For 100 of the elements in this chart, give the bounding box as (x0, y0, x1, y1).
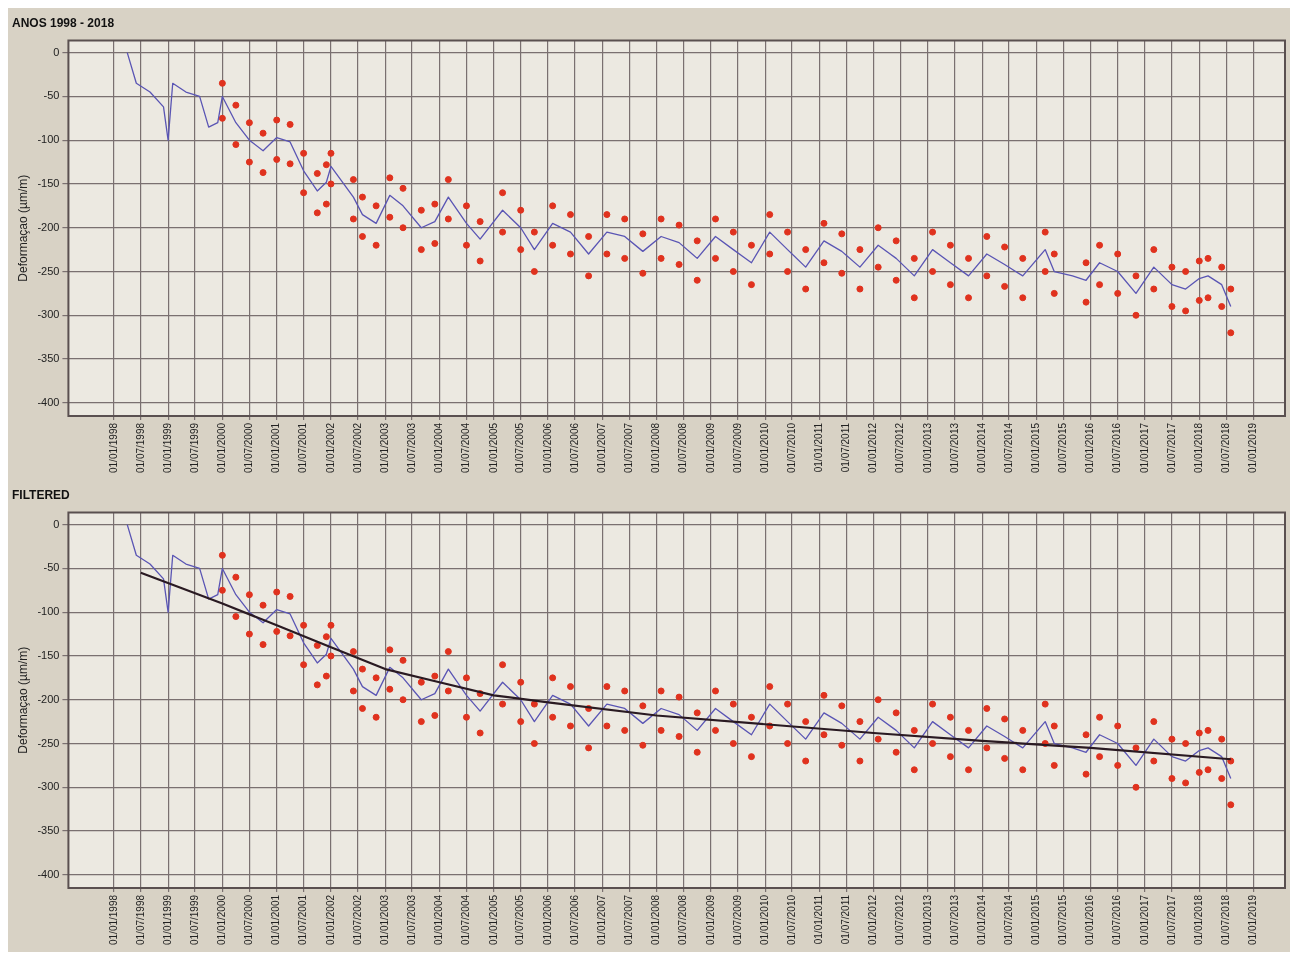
x-tick-label: 01/01/2006 (541, 422, 553, 474)
x-tick-label: 01/07/2016 (1111, 894, 1123, 946)
x-tick-label: 01/07/2002 (351, 894, 363, 946)
x-tick-label: 01/01/2010 (758, 894, 770, 946)
x-tick-label: 01/01/2011 (813, 894, 825, 945)
x-tick-label: 01/01/2000 (216, 422, 228, 474)
y-tick-label: -100 (37, 133, 60, 146)
x-tick-label: 01/01/2018 (1193, 422, 1205, 474)
x-tick-label: 01/07/2004 (460, 894, 472, 946)
x-tick-label: 01/07/2011 (839, 422, 851, 473)
x-tick-label: 01/01/2019 (1247, 422, 1259, 474)
x-tick-label: 01/07/2000 (243, 422, 255, 474)
x-tick-label: 01/01/2008 (650, 894, 662, 946)
x-tick-label: 01/01/2013 (921, 422, 933, 474)
x-tick-label: 01/01/2001 (270, 894, 282, 946)
x-tick-label: 01/07/2013 (948, 422, 960, 474)
x-tick-label: 01/01/2002 (324, 422, 336, 474)
y-tick-label: -400 (37, 395, 60, 408)
x-tick-label: 01/01/2017 (1138, 422, 1150, 474)
x-tick-label: 01/07/2014 (1002, 422, 1014, 474)
x-tick-label: 01/01/2010 (758, 422, 770, 474)
x-tick-label: 01/07/2011 (839, 894, 851, 945)
chart-title: ANOS 1998 - 2018 (12, 15, 115, 30)
y-tick-label: -350 (37, 824, 60, 837)
x-tick-label: 01/07/1999 (188, 894, 200, 946)
x-tick-label: 01/01/1999 (161, 894, 173, 946)
y-tick-label: -400 (37, 867, 60, 880)
x-tick-label: 01/07/2017 (1165, 894, 1177, 946)
x-tick-label: 01/01/2019 (1247, 894, 1259, 946)
x-tick-label: 01/07/2008 (677, 894, 689, 946)
chart-title: FILTERED (12, 487, 71, 502)
x-tick-label: 01/01/2015 (1030, 894, 1042, 946)
y-tick-label: -250 (37, 736, 60, 749)
x-tick-label: 01/01/2007 (596, 894, 608, 946)
x-tick-label: 01/07/2010 (785, 894, 797, 946)
y-axis-title: Deformaçao (µm/m) (15, 646, 30, 754)
x-tick-label: 01/07/2017 (1165, 422, 1177, 474)
x-tick-label: 01/07/2014 (1002, 894, 1014, 946)
x-tick-label: 01/07/2007 (622, 422, 634, 474)
x-tick-label: 01/01/2017 (1138, 894, 1150, 946)
y-tick-label: 0 (53, 45, 60, 58)
x-tick-label: 01/07/2012 (894, 894, 906, 946)
x-tick-label: 01/01/2003 (378, 894, 390, 946)
x-tick-label: 01/01/2008 (650, 422, 662, 474)
x-tick-label: 01/07/2004 (460, 422, 472, 474)
y-tick-label: -350 (37, 352, 60, 365)
x-tick-label: 01/07/2001 (297, 422, 309, 474)
y-tick-label: -150 (37, 177, 60, 189)
x-tick-label: 01/07/2005 (514, 422, 526, 474)
x-tick-label: 01/01/2003 (378, 422, 390, 474)
x-tick-label: 01/07/2003 (405, 422, 417, 474)
x-tick-label: 01/07/2013 (948, 894, 960, 946)
x-tick-label: 01/07/2015 (1057, 894, 1069, 946)
x-tick-label: 01/01/2000 (216, 894, 228, 946)
y-tick-label: -300 (37, 308, 60, 321)
x-tick-label: 01/01/1998 (107, 894, 119, 946)
x-tick-label: 01/01/2016 (1084, 894, 1096, 946)
x-tick-label: 01/07/2010 (785, 422, 797, 474)
x-tick-label: 01/01/2014 (975, 894, 987, 946)
x-tick-label: 01/01/2009 (704, 894, 716, 946)
x-tick-label: 01/07/2016 (1111, 422, 1123, 474)
x-tick-label: 01/01/2005 (487, 894, 499, 946)
y-tick-label: -200 (37, 220, 60, 233)
x-tick-label: 01/07/1998 (134, 422, 146, 474)
x-tick-label: 01/07/2007 (622, 894, 634, 946)
x-tick-label: 01/01/2009 (704, 422, 716, 474)
x-tick-label: 01/07/2002 (351, 422, 363, 474)
y-tick-label: -50 (43, 561, 60, 574)
x-tick-label: 01/01/2014 (975, 422, 987, 474)
y-axis-title: Deformaçao (µm/m) (15, 174, 30, 282)
x-tick-label: 01/01/1999 (161, 422, 173, 474)
y-tick-label: -250 (37, 264, 60, 277)
x-tick-label: 01/01/2016 (1084, 422, 1096, 474)
y-tick-label: -100 (37, 605, 60, 618)
x-tick-label: 01/01/2007 (596, 422, 608, 474)
x-tick-label: 01/07/2009 (731, 894, 743, 946)
x-tick-label: 01/07/2008 (677, 422, 689, 474)
y-tick-label: 0 (53, 517, 60, 530)
x-tick-label: 01/01/2004 (433, 422, 445, 474)
x-tick-label: 01/01/2012 (867, 422, 879, 474)
y-tick-label: -50 (43, 89, 60, 102)
x-tick-label: 01/07/2012 (894, 422, 906, 474)
y-tick-label: -300 (37, 780, 60, 793)
x-tick-label: 01/01/2012 (867, 894, 879, 946)
x-tick-label: 01/07/2009 (731, 422, 743, 474)
x-tick-label: 01/01/2011 (813, 422, 825, 473)
y-tick-label: -200 (37, 692, 60, 705)
x-tick-label: 01/01/2001 (270, 422, 282, 474)
x-tick-label: 01/07/1999 (188, 422, 200, 474)
x-tick-label: 01/01/2006 (541, 894, 553, 946)
x-tick-label: 01/07/2015 (1057, 422, 1069, 474)
x-tick-label: 01/01/1998 (107, 422, 119, 474)
x-tick-label: 01/07/2018 (1219, 894, 1231, 946)
x-tick-label: 01/07/1998 (134, 894, 146, 946)
x-tick-label: 01/01/2004 (433, 894, 445, 946)
x-tick-label: 01/07/2018 (1219, 422, 1231, 474)
x-tick-label: 01/01/2013 (921, 894, 933, 946)
x-tick-label: 01/07/2000 (243, 894, 255, 946)
x-tick-label: 01/07/2006 (568, 894, 580, 946)
x-tick-label: 01/07/2003 (405, 894, 417, 946)
